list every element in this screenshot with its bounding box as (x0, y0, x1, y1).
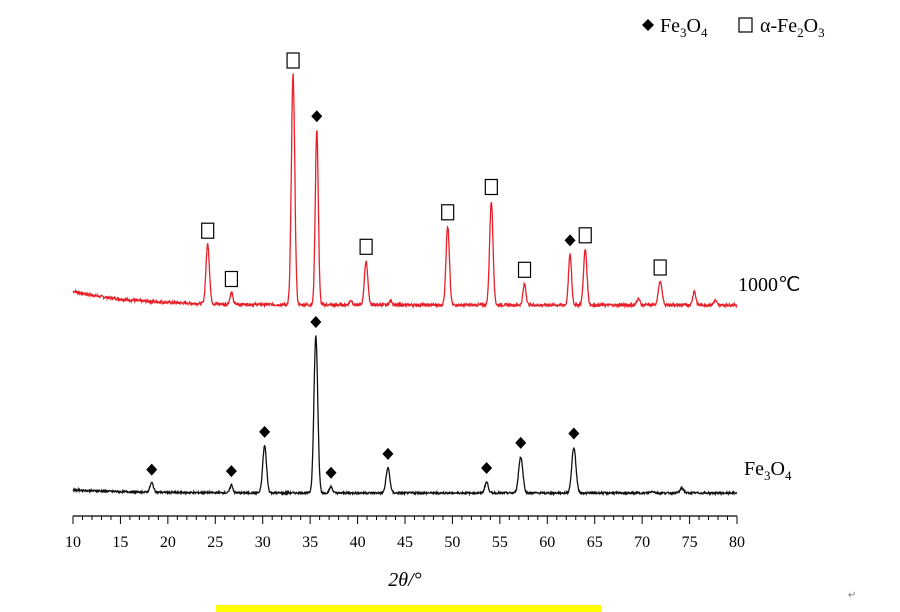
x-tick-label: 80 (729, 534, 745, 551)
legend: Fe3O4 α-Fe2O3 (642, 15, 825, 40)
x-tick-label: 10 (65, 534, 81, 551)
peak-markers (146, 52, 667, 479)
x-tick-label: 75 (682, 534, 698, 551)
square-marker (653, 259, 667, 276)
legend-square-marker (738, 17, 753, 33)
x-tick-label: 15 (112, 534, 128, 551)
x-tick-label: 70 (634, 534, 650, 551)
diamond-marker (564, 234, 576, 247)
diamond-marker (568, 427, 580, 440)
x-tick-label: 25 (207, 534, 223, 551)
x-tick-label: 55 (492, 534, 508, 551)
diamond-marker (259, 425, 271, 438)
x-tick-label: 50 (444, 534, 460, 551)
return-mark: ↵ (848, 590, 857, 601)
square-marker (359, 238, 373, 255)
series-line-1000c (72, 73, 738, 309)
square-marker (578, 227, 592, 244)
square-marker (224, 270, 239, 288)
series-label-1000c: 1000℃ (738, 274, 800, 296)
square-marker (201, 222, 215, 239)
x-tick-label: 45 (397, 534, 413, 551)
diamond-marker (382, 447, 394, 460)
legend-entry-fe3o4: Fe3O4 (660, 15, 708, 40)
diamond-marker (481, 462, 493, 475)
diamond-marker (225, 465, 237, 478)
diamond-marker (311, 110, 323, 123)
series-label-fe3o4: Fe3O4 (744, 458, 792, 483)
square-marker (286, 52, 300, 69)
x-tick-label: 35 (302, 534, 318, 551)
x-axis-ticks: 10 15 20 25 30 35 40 45 50 55 60 65 70 75 80 (65, 516, 745, 551)
legend-diamond-marker (642, 19, 654, 31)
diamond-marker (146, 463, 158, 476)
square-marker (441, 204, 455, 221)
x-tick-label: 60 (539, 534, 555, 551)
legend-entry-alpha-fe2o3: α-Fe2O3 (760, 15, 825, 40)
diamond-marker (515, 436, 527, 449)
x-tick-label: 40 (350, 534, 366, 551)
square-marker (517, 261, 532, 278)
square-marker (484, 178, 498, 196)
highlight-bar (216, 605, 601, 612)
series-line-fe3o4 (72, 335, 738, 497)
x-tick-label: 65 (587, 534, 603, 551)
x-tick-label: 20 (160, 534, 176, 551)
x-axis-title: 2θ/° (388, 569, 421, 591)
diamond-marker (325, 466, 337, 479)
x-tick-label: 30 (255, 534, 271, 551)
diamond-marker (310, 316, 322, 328)
